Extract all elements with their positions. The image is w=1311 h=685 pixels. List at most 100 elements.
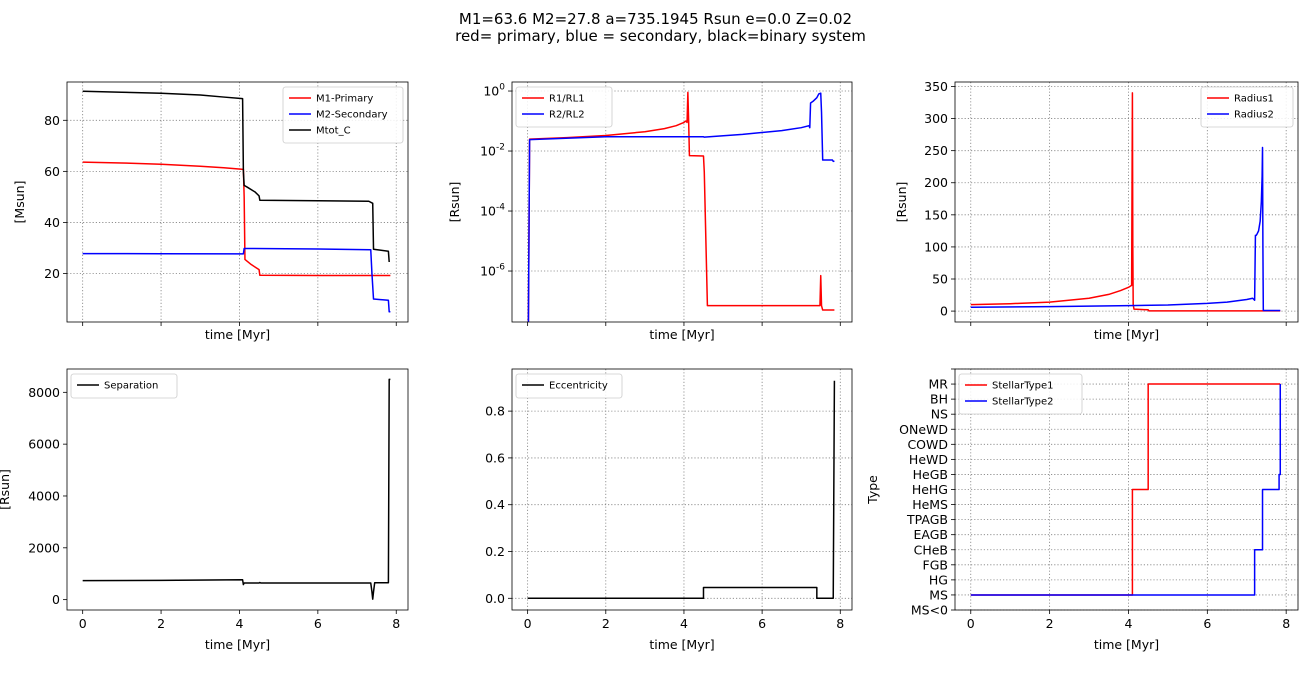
y-tick-label: 250 [924,143,948,158]
legend-label: R2/RL2 [549,110,585,121]
legend-box [70,373,178,399]
y-tick-label: 80 [44,113,60,128]
x-tick-label: 6 [314,616,322,631]
y-tick-label: 6000 [28,437,60,452]
legend-label: Separation [104,381,158,392]
y-tick-label: 20 [44,266,60,281]
y-tick-label: TPAGB [906,512,948,527]
title-line-1: M1=63.6 M2=27.8 a=735.1945 Rsun e=0.0 Z=… [458,10,853,28]
y-tick-label: 350 [924,79,948,94]
axes-frame [511,368,853,611]
y-tick-label: 8000 [28,385,60,400]
series-line-separation [82,378,391,600]
legend: StellarType1 StellarType2 [958,373,1083,415]
chart-radius: 0 50 100 150 200 250 300 350 time [Myr] [Rsun] Rad… [894,79,1299,342]
chart-separation: 0 2 4 6 8 0 2000 4000 6000 8000 time [Myr] [Rsun] Se… [0,368,409,652]
y-tick-label: EAGB [914,527,949,542]
y-tick-label: MR [929,377,949,392]
legend-box [1200,86,1294,128]
x-tick-label: 0 [967,616,975,631]
series-line-r2-rl2 [527,92,835,322]
x-tick-label: 4 [1124,616,1132,631]
legend-label: Radius1 [1234,94,1274,105]
y-tick-label: 0.2 [485,544,505,559]
y-tick-label: 50 [932,272,948,287]
legend-label: Radius2 [1234,110,1274,121]
series-line-mtot-c [82,90,390,263]
axes-frame [511,81,853,323]
series-line-radius1 [970,92,1281,312]
y-tick-label: MS<0 [911,603,948,618]
title-line-2: red= primary, blue = secondary, black=bi… [455,27,866,45]
x-tick-label: 0 [79,616,87,631]
axes-frame [66,368,409,611]
x-tick-label: 8 [392,616,400,631]
legend-label: M1-Primary [316,94,373,105]
y-tick-label: 200 [924,175,948,190]
y-tick-label: HG [929,572,948,587]
axes-frame [954,81,1299,323]
y-tick-label: 40 [44,215,60,230]
y-tick-label: 150 [924,207,948,222]
legend-box [282,86,404,144]
y-tick-label: 0.4 [485,497,505,512]
legend-label: StellarType1 [992,381,1054,392]
y-axis-label: [Rsun] [447,182,462,223]
x-tick-label: 2 [157,616,165,631]
x-tick-label: 6 [758,616,766,631]
y-axis-label: [Msun] [12,181,27,224]
chart-roche: 10-6 10-4 10-2 100 time [Myr] [Rsun] R1/RL1 R2/… [447,81,853,342]
y-tick-label: CHeB [914,542,948,557]
y-tick-label: HeMS [912,497,948,512]
series-line-m1-primary [82,161,391,277]
y-tick-label: 100 [483,83,505,99]
y-tick-label: 0.0 [485,591,505,606]
series-line-r1-rl1 [527,91,835,322]
x-axis-label: time [Myr] [649,637,714,652]
legend-label: R1/RL1 [549,94,585,105]
y-tick-label: 0 [52,592,60,607]
chart-stellartype: 0 2 4 6 8 MS<0MSHGFGBCHeBEAGBTPAGBHeMSHeHGHeG… [865,368,1299,652]
series-line-eccentricity [527,380,836,600]
y-tick-label: 100 [924,239,948,254]
chart-eccentricity: 0 2 4 6 8 0.0 0.2 0.4 0.6 0.8 time [Myr] Eccentrici… [485,368,853,652]
y-tick-label: HeHG [912,482,948,497]
x-tick-label: 2 [1046,616,1054,631]
y-tick-label: ONeWD [899,422,948,437]
series-line-stellartype2 [970,384,1282,596]
legend-label: Eccentricity [549,381,608,392]
legend-label: Mtot_C [316,126,351,137]
y-tick-label: 10-6 [480,263,505,279]
x-axis-label: time [Myr] [1094,327,1159,342]
x-axis-label: time [Myr] [205,327,270,342]
series-line-radius2 [970,146,1281,312]
y-tick-label: 300 [924,111,948,126]
x-axis-label: time [Myr] [1094,637,1159,652]
y-axis-label: [Rsun] [0,469,12,510]
legend: Separation [70,373,178,399]
x-tick-label: 4 [680,616,688,631]
y-tick-label: 0 [940,304,948,319]
y-tick-label: 0.8 [485,404,505,419]
figure-title: M1=63.6 M2=27.8 a=735.1945 Rsun e=0.0 Z=… [0,11,1311,45]
chart-mass: 20 40 60 80 time [Myr] [Msun] M1-Primary M2-Sec… [12,81,409,342]
x-tick-label: 4 [235,616,243,631]
y-axis-label: [Rsun] [894,182,909,223]
legend: R1/RL1 R2/RL2 [515,86,613,128]
axes-frame [66,81,409,323]
y-axis-label: Type [865,475,880,505]
x-tick-label: 2 [602,616,610,631]
y-tick-label: NS [931,407,948,422]
legend: M1-Primary M2-Secondary Mtot_C [282,86,404,144]
y-tick-label: 2000 [28,540,60,555]
y-tick-label: 4000 [28,488,60,503]
legend-box [958,373,1083,415]
y-tick-label: HeWD [909,452,948,467]
legend-label: StellarType2 [992,397,1054,408]
y-tick-label: FGB [923,557,948,572]
legend: Radius1 Radius2 [1200,86,1294,128]
y-tick-label: 60 [44,164,60,179]
x-axis-label: time [Myr] [649,327,714,342]
legend-box [515,373,623,399]
